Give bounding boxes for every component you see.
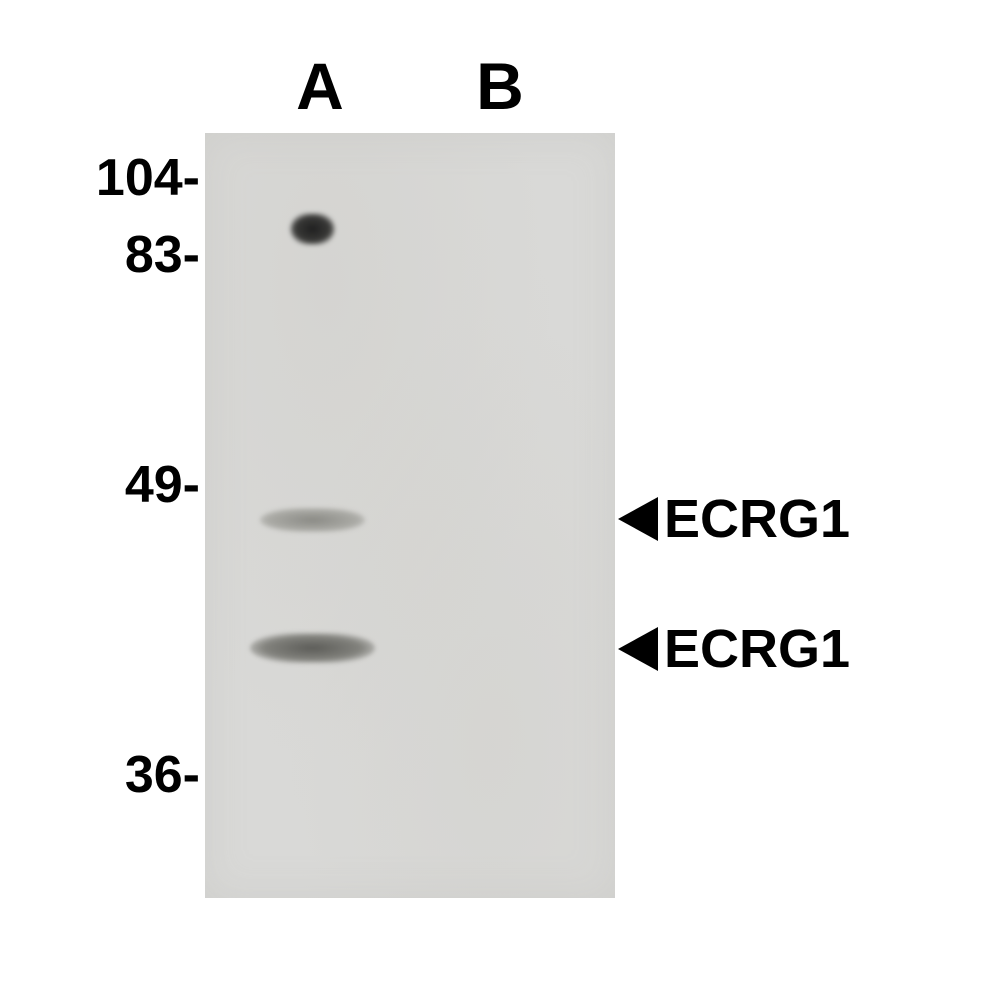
lane-label-a: A <box>280 48 360 124</box>
annotation-ecrg1-lower: ECRG1 <box>618 618 850 680</box>
annotation-text-upper: ECRG1 <box>664 488 850 550</box>
western-blot-figure: A B 104- 83- 49- 36- ECRG1 ECRG1 <box>0 0 1000 1000</box>
annotation-ecrg1-upper: ECRG1 <box>618 488 850 550</box>
mw-marker-49: 49- <box>50 455 200 515</box>
arrow-icon <box>618 627 658 671</box>
annotation-text-lower: ECRG1 <box>664 618 850 680</box>
band-a-88kda <box>290 213 335 245</box>
band-a-40kda <box>250 633 375 663</box>
mw-marker-83: 83- <box>50 225 200 285</box>
blot-membrane <box>205 133 615 898</box>
arrow-icon <box>618 497 658 541</box>
band-a-46kda <box>260 508 365 532</box>
lane-label-b: B <box>460 48 540 124</box>
mw-marker-36: 36- <box>50 745 200 805</box>
mw-marker-104: 104- <box>50 148 200 208</box>
